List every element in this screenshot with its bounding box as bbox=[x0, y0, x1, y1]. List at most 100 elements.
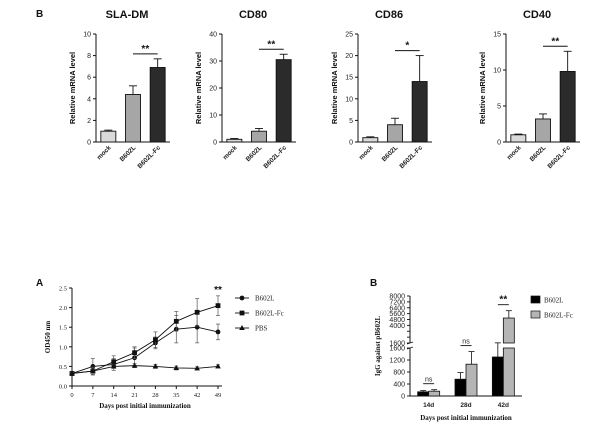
significance-label-igg: ns bbox=[425, 377, 433, 384]
y-tick-label-cd80: 0 bbox=[213, 140, 217, 147]
data-point-b602l-fc bbox=[215, 303, 221, 309]
y-tick-label-sla-dm: 0 bbox=[87, 140, 91, 147]
data-point-pbs bbox=[90, 368, 96, 374]
data-point-pbs bbox=[194, 365, 200, 371]
chart-title-sla-dm: SLA-DM bbox=[106, 9, 149, 21]
x-tick-label-cd40: B602L-Fc bbox=[546, 144, 572, 170]
x-tick-label-sla-dm: B602L-Fc bbox=[136, 144, 162, 170]
bar-b602l-fc-28d bbox=[465, 363, 478, 397]
y-tick-label-cd86: 25 bbox=[345, 32, 353, 39]
y-tick-label-od450: 1.0 bbox=[59, 344, 67, 351]
bar-sla-dm-b602l-fc bbox=[149, 67, 166, 143]
y-tick-label-igg-lower: 800 bbox=[393, 370, 405, 377]
x-tick-label-od450: 7 bbox=[91, 392, 95, 399]
x-tick-label-sla-dm: B602L bbox=[119, 144, 138, 163]
y-axis-label-od450: OD450 nm bbox=[44, 321, 52, 354]
x-tick-label-cd80: mock bbox=[222, 144, 239, 161]
significance-label-cd80: ** bbox=[267, 39, 275, 50]
legend-marker-pbs bbox=[239, 325, 245, 330]
line-chart-od450: 0.0 0.5 1.0 1.5 2.0 2.5 0 7 14 21 28 35 42 49 Days pos… bbox=[44, 285, 284, 410]
x-tick-label-sla-dm: mock bbox=[96, 144, 113, 161]
x-tick-label-od450: 35 bbox=[173, 392, 180, 399]
x-tick-label-cd86: B602L bbox=[381, 144, 400, 163]
bar-b602l-fc-14d bbox=[428, 390, 441, 397]
legend-label-b602l: B602L bbox=[255, 295, 274, 303]
bar-chart-cd86: CD86 Relative mRNA level 0 5 10 15 20 25 mock B60… bbox=[330, 9, 432, 170]
bar-chart-sla-dm: SLA-DM Relative mRNA level 0 2 4 6 8 10 mock B602… bbox=[68, 9, 170, 170]
data-point-b602l-fc bbox=[194, 309, 200, 315]
bar-cd80-b602l-fc bbox=[275, 59, 292, 143]
significance-label-cd40: ** bbox=[551, 36, 559, 47]
x-tick-label-od450: 42 bbox=[194, 392, 201, 399]
data-point-pbs bbox=[173, 364, 180, 370]
data-point-pbs bbox=[69, 370, 75, 376]
y-axis-label-cd40: Relative mRNA level bbox=[478, 52, 487, 124]
data-point-b602l-fc bbox=[173, 318, 179, 324]
x-tick-label-od450: 14 bbox=[110, 392, 117, 399]
y-tick-label-cd40: 5 bbox=[497, 104, 501, 111]
y-tick-label-igg-upper: 5600 bbox=[389, 311, 405, 318]
bar-cd80-b602l bbox=[251, 130, 267, 143]
y-tick-label-od450: 2.5 bbox=[59, 286, 67, 293]
y-tick-label-cd80: 40 bbox=[209, 32, 217, 39]
data-point-b602l bbox=[215, 329, 221, 335]
legend-label-b602l-fc: B602L-Fc bbox=[255, 310, 284, 318]
chart-title-cd40: CD40 bbox=[523, 9, 551, 21]
chart-title-cd80: CD80 bbox=[239, 9, 267, 21]
y-tick-label-cd80: 30 bbox=[209, 59, 217, 66]
series-line-b602l bbox=[71, 326, 219, 374]
data-point-b602l-fc bbox=[111, 359, 117, 365]
y-tick-label-od450: 1.5 bbox=[59, 325, 67, 332]
legend-label-pbs: PBS bbox=[255, 325, 268, 333]
significance-label-od450: ** bbox=[214, 285, 222, 296]
y-tick-label-cd80: 10 bbox=[209, 113, 217, 120]
y-tick-label-igg-upper: 4800 bbox=[389, 317, 405, 324]
y-tick-label-cd40: 15 bbox=[493, 32, 501, 39]
x-tick-label-od450: 49 bbox=[215, 392, 222, 399]
bar-lower-b602l-fc-42d bbox=[502, 347, 515, 397]
data-point-b602l-fc bbox=[132, 350, 137, 356]
x-tick-label-od450: 21 bbox=[131, 392, 138, 399]
bar-b602l-14d bbox=[417, 391, 430, 397]
x-tick-label-igg: 42d bbox=[498, 402, 509, 409]
y-tick-label-igg-upper: 8000 bbox=[389, 294, 405, 301]
y-axis-label-cd86: Relative mRNA level bbox=[330, 52, 339, 124]
y-tick-label-igg-upper: 7200 bbox=[389, 299, 405, 306]
y-tick-label-igg-upper: 6400 bbox=[389, 305, 405, 312]
legend-label-b602l: B602L bbox=[544, 297, 563, 305]
bar-b602l-42d bbox=[491, 356, 504, 397]
data-point-pbs bbox=[131, 362, 138, 368]
bar-cd40-mock bbox=[510, 134, 527, 143]
bar-cd86-mock bbox=[362, 137, 379, 143]
bar-cd40-b602l-fc bbox=[559, 70, 576, 143]
y-tick-label-igg-lower: 1200 bbox=[389, 358, 405, 365]
legend-swatch-b602l-fc bbox=[530, 310, 541, 319]
y-tick-label-od450: 0.0 bbox=[59, 384, 67, 391]
data-point-pbs bbox=[110, 363, 117, 369]
y-tick-label-od450: 0.5 bbox=[59, 364, 67, 371]
y-tick-label-cd40: 0 bbox=[497, 140, 501, 147]
x-tick-label-igg: 28d bbox=[460, 402, 471, 409]
x-tick-label-cd40: mock bbox=[506, 144, 523, 161]
bar-cd40-b602l bbox=[535, 118, 551, 143]
x-tick-label-od450: 0 bbox=[70, 392, 73, 399]
series-line-b602l-fc bbox=[71, 305, 219, 374]
bar-chart-cd40: CD40 Relative mRNA level 0 5 10 15 mock B602L B6… bbox=[478, 9, 580, 170]
x-tick-label-cd80: B602L-Fc bbox=[262, 144, 288, 170]
y-tick-label-igg-lower: 0 bbox=[401, 394, 405, 401]
significance-label-igg: ns bbox=[462, 339, 470, 346]
data-point-b602l-fc bbox=[153, 337, 158, 343]
x-axis-label-od450: Days post initial immunization bbox=[99, 402, 191, 410]
y-tick-label-sla-dm: 10 bbox=[83, 32, 91, 39]
chart-title-cd86: CD86 bbox=[375, 9, 403, 21]
y-tick-label-cd86: 20 bbox=[345, 53, 353, 60]
y-tick-label-igg-upper: 4000 bbox=[389, 323, 405, 330]
y-tick-label-sla-dm: 6 bbox=[87, 75, 91, 82]
significance-label-sla-dm: ** bbox=[141, 44, 149, 55]
bar-upper-b602l-fc-42d bbox=[502, 317, 515, 344]
bar-b602l-28d bbox=[454, 378, 467, 397]
y-axis-label-igg: IgG against pB602L bbox=[374, 316, 382, 377]
y-tick-label-cd86: 15 bbox=[345, 75, 353, 82]
